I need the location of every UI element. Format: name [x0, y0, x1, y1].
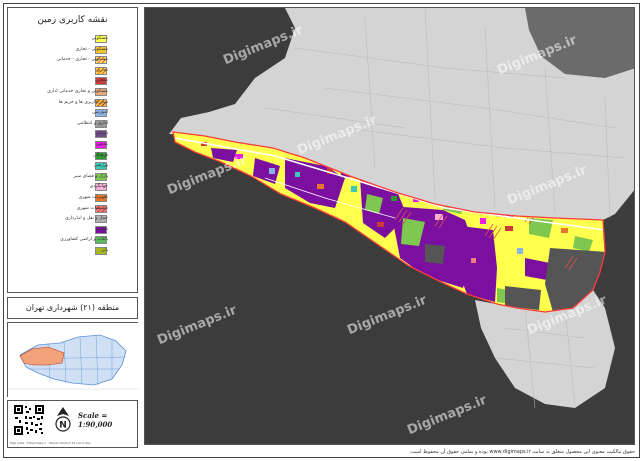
- legend-label: مسکونی: [91, 36, 108, 41]
- legend-item: مسکونی - تجاری: [8, 45, 137, 56]
- legend-item: تاسیسات شهری: [8, 204, 137, 215]
- legend-swatch: [95, 56, 107, 65]
- legend-label: حمل و نقل و انبارداری: [64, 216, 108, 222]
- copyright-notice: حقوق مالکیت معنوی این محصول متعلق به سای…: [409, 449, 635, 455]
- legend-swatch: [95, 119, 107, 128]
- inset-svg: [8, 323, 139, 398]
- legend-title: نقشه کاربری زمین: [37, 15, 108, 25]
- legend-item: حمل و نقل و انبارداری: [8, 214, 137, 225]
- legend-swatch: [95, 162, 107, 171]
- svg-text:N: N: [59, 421, 67, 431]
- legend-item: مسکونی و تجاری خدماتی اداری: [8, 87, 137, 98]
- legend-label: سایر کاربری ها و حریم ها: [58, 99, 108, 105]
- legend-swatch: [95, 193, 107, 202]
- legend-swatch: [95, 130, 107, 139]
- legend-item: تجهیزات شهری: [8, 193, 137, 204]
- legend-swatch: [95, 204, 107, 213]
- legend-item: مذهبی: [8, 140, 137, 151]
- fine-print: Map data: ©Digimaps.ir · Tehran District…: [10, 441, 91, 445]
- legend-label: درمانی: [94, 131, 108, 137]
- legend-swatch: [95, 151, 107, 160]
- legend-label: اداری و انتظامی: [77, 120, 108, 126]
- location-inset-map: [7, 322, 139, 398]
- main-map: Digimaps.ir Digimaps.ir Digimaps.ir Digi…: [144, 7, 635, 445]
- legend-label: تجهیزات شهری: [78, 194, 108, 200]
- legend-item: باغات و اراضی کشاورزی: [8, 235, 137, 246]
- legend-item: پارک و فضای سبز: [8, 172, 137, 183]
- legend-swatch: [95, 109, 107, 118]
- legend-item: بایر: [8, 246, 137, 257]
- land-use-map-svg: [145, 8, 634, 444]
- legend-label: صنعتی: [95, 78, 108, 84]
- legend-item: صنعتی: [8, 76, 137, 87]
- legend-label: مسکونی - تجاری - خدماتی: [56, 57, 108, 63]
- legend-item: فرهنگی: [8, 151, 137, 162]
- legend-item: مسکونی: [8, 34, 137, 45]
- legend-label: پارک و فضای سبز: [73, 173, 108, 179]
- legend-label: جهانگردی: [89, 184, 108, 190]
- legend-panel: نقشه کاربری زمین مسکونی مسکونی - تجاری مسک…: [7, 7, 138, 293]
- scale-label: Scale = 1:90,000: [78, 411, 113, 429]
- legend-swatch: [95, 98, 107, 107]
- legend-item: درمانی: [8, 129, 137, 140]
- legend-label: بایر: [101, 247, 109, 253]
- legend-item: نظامی: [8, 225, 137, 236]
- district-21-highlight: [19, 346, 65, 366]
- legend-label: نظامی: [95, 226, 108, 232]
- legend-item: ورزشی: [8, 161, 137, 172]
- qr-code-icon: [13, 404, 45, 436]
- legend-label: فرهنگی: [93, 152, 108, 158]
- region-title: منطقه (۲۱) شهرداری تهران: [7, 297, 138, 319]
- legend-item: آموزشی: [8, 108, 137, 119]
- legend-swatch: [95, 236, 107, 245]
- legend-label: مسکونی - تجاری: [75, 46, 108, 52]
- legend-label: تجاری: [96, 67, 108, 73]
- legend-swatch: [95, 225, 107, 234]
- legend-swatch: [95, 77, 107, 86]
- legend-label: مذهبی: [95, 141, 108, 147]
- north-arrow-icon: N: [55, 407, 71, 432]
- legend-swatch: [95, 140, 107, 149]
- legend-label: مسکونی و تجاری خدماتی اداری: [47, 88, 108, 94]
- info-panel: N Scale = 1:90,000 Map data: ©Digimaps.i…: [7, 400, 138, 448]
- legend-swatch: [95, 87, 107, 96]
- legend-item: تجاری: [8, 66, 137, 77]
- legend-swatch: [95, 35, 107, 43]
- legend-swatch: [95, 172, 107, 181]
- legend-list: مسکونی مسکونی - تجاری مسکونی - تجاری - خدم…: [8, 34, 137, 256]
- legend-swatch: [95, 215, 107, 224]
- legend-label: باغات و اراضی کشاورزی: [60, 237, 108, 243]
- legend-item: مسکونی - تجاری - خدماتی: [8, 55, 137, 66]
- legend-swatch: [95, 183, 107, 192]
- legend-swatch: [95, 246, 107, 255]
- legend-swatch: [95, 66, 107, 75]
- legend-item: جهانگردی: [8, 182, 137, 193]
- legend-item: سایر کاربری ها و حریم ها: [8, 98, 137, 109]
- legend-swatch: [95, 45, 107, 54]
- legend-label: آموزشی: [91, 110, 108, 116]
- legend-label: ورزشی: [93, 163, 108, 169]
- legend-item: اداری و انتظامی: [8, 119, 137, 130]
- legend-label: تاسیسات شهری: [76, 205, 108, 211]
